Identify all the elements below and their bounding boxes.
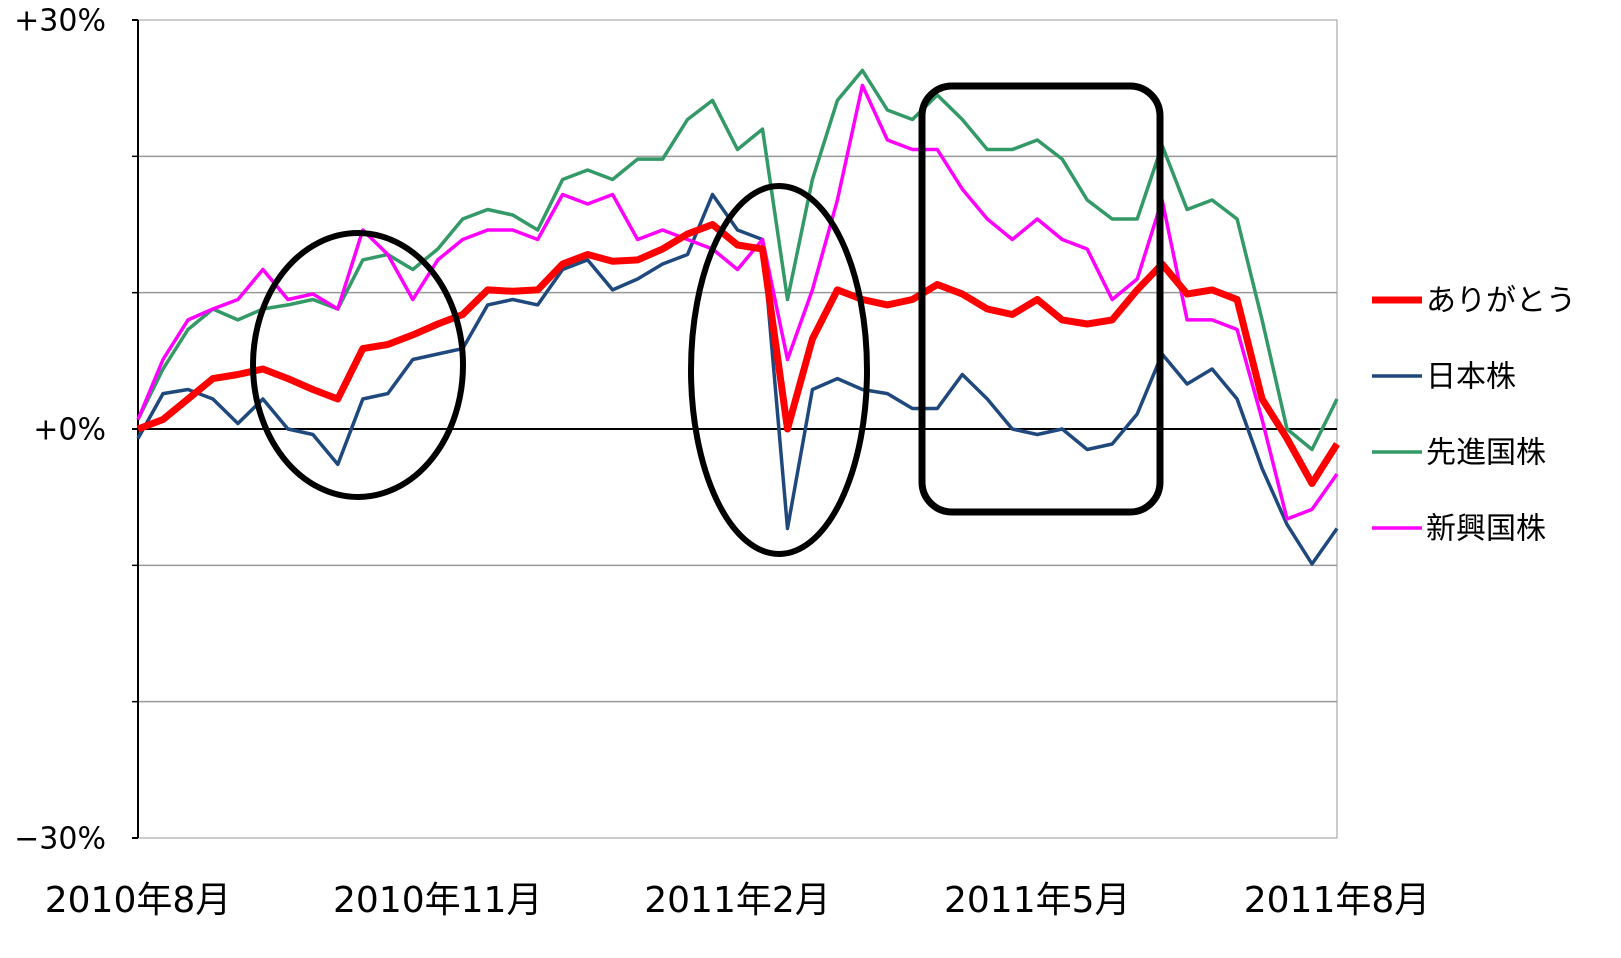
series-line bbox=[136, 192, 1339, 566]
series-line bbox=[136, 221, 1340, 487]
series-line bbox=[136, 83, 1339, 521]
annotation-ellipse bbox=[250, 230, 466, 500]
legend-label: 新興国株 bbox=[1426, 512, 1546, 547]
x-tick-label: 2010年11月 bbox=[333, 880, 542, 921]
y-tick-label: +0% bbox=[33, 413, 106, 448]
x-tick-label: 2011年8月 bbox=[1244, 880, 1431, 921]
annotation-ellipse bbox=[688, 183, 870, 557]
x-tick-label: 2010年8月 bbox=[45, 880, 232, 921]
legend-label: ありがとう bbox=[1426, 284, 1576, 319]
annotation-box bbox=[918, 82, 1164, 516]
y-tick-label: +30% bbox=[14, 4, 106, 39]
legend-label: 日本株 bbox=[1426, 360, 1516, 395]
marks bbox=[132, 19, 1340, 839]
x-tick-label: 2011年2月 bbox=[644, 880, 831, 921]
legend-label: 先進国株 bbox=[1426, 436, 1546, 471]
y-tick-label: −30% bbox=[14, 822, 106, 857]
x-tick-label: 2011年5月 bbox=[944, 880, 1131, 921]
